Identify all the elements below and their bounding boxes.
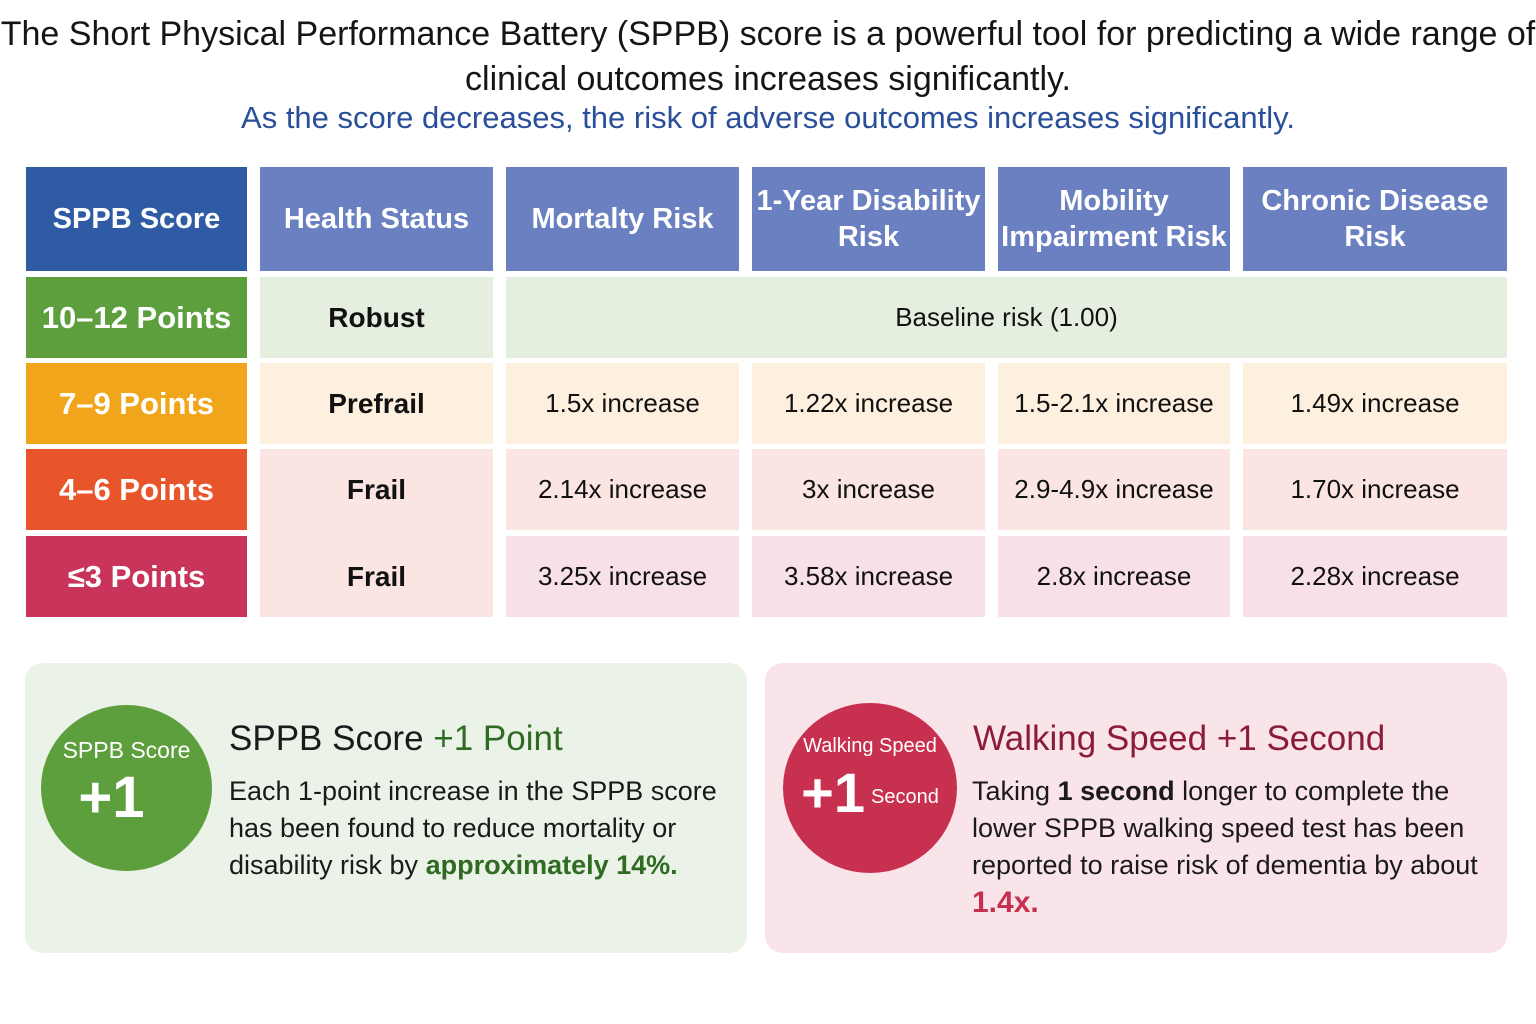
card-title-text: SPPB Score <box>229 719 434 758</box>
walking-speed-card: Walking Speed +1 Second Walking Speed +1… <box>765 663 1507 953</box>
risk-value-cell: 1.5x increase <box>506 363 739 444</box>
cell-text: 1.49x increase <box>1290 388 1460 418</box>
cell-text: 10–12 Points <box>41 299 232 335</box>
cell-text: 3.25x increase <box>537 561 708 591</box>
risk-value-cell: 2.8x increase <box>998 536 1230 617</box>
sppb-plus-one-badge: SPPB Score +1 <box>41 705 212 871</box>
card-body: Each 1-point increase in the SPPB score … <box>229 773 729 884</box>
cell-text: 3x increase <box>802 474 935 504</box>
risk-value-cell: 2.28x increase <box>1243 536 1507 617</box>
page-subtitle: As the score decreases, the risk of adve… <box>241 100 1295 135</box>
badge-value: +1 <box>78 765 145 830</box>
cell-text: 1.70x increase <box>1290 474 1460 504</box>
column-header: Chronic Disease Risk <box>1243 167 1507 271</box>
baseline-cell: Baseline risk (1.00) <box>506 277 1507 358</box>
status-cell: Frail <box>260 536 493 617</box>
cell-text: Frail <box>346 560 407 592</box>
cell-text: 2.14x increase <box>537 474 708 504</box>
risk-value-cell: 1.49x increase <box>1243 363 1507 444</box>
card-body-text: Taking <box>972 776 1058 806</box>
badge-unit: Second <box>871 786 939 808</box>
risk-value-cell: 3.25x increase <box>506 536 739 617</box>
cell-text: 2.8x increase <box>1036 561 1192 591</box>
walking-plus-one-badge: Walking Speed +1 Second <box>783 703 957 873</box>
cell-text: Robust <box>328 301 425 333</box>
cell-text: 3.58x increase <box>783 561 954 591</box>
frail-block <box>260 449 493 617</box>
cell-text: Mobility Impairment Risk <box>1001 185 1227 253</box>
cell-text: Mortalty Risk <box>531 203 714 235</box>
badge-value: +1 <box>801 761 865 824</box>
cell-text: Frail <box>346 473 407 505</box>
badge-label: SPPB Score <box>62 737 191 763</box>
cell-text: 4–6 Points <box>58 471 215 507</box>
cell-text: 1.5x increase <box>545 388 700 418</box>
score-cell: 7–9 Points <box>26 363 247 444</box>
card-body-text: Each 1-point increase in the SPPB score … <box>229 776 717 880</box>
cell-text: SPPB Score <box>52 203 221 235</box>
risk-value-cell: 3.58x increase <box>752 536 985 617</box>
card-body-bold: 1 second <box>1057 776 1175 806</box>
risk-value-cell: 1.22x increase <box>752 363 985 444</box>
card-body-highlight: 1.4x. <box>972 886 1039 919</box>
card-body-highlight: approximately 14%. <box>425 850 678 880</box>
risk-value-cell: 1.5-2.1x increase <box>998 363 1230 444</box>
column-header: Mortalty Risk <box>506 167 739 271</box>
status-cell: Frail <box>260 449 493 530</box>
cell-text: Health Status <box>283 203 470 235</box>
card-title: Walking Speed +1 Second <box>973 719 1386 758</box>
risk-value-cell: 1.70x increase <box>1243 449 1507 530</box>
card-body: Taking 1 second longer to complete the l… <box>972 773 1497 922</box>
cell-text: 1-Year Disability Risk <box>756 185 981 253</box>
cell-text: 1.22x increase <box>783 388 954 418</box>
column-header: Health Status <box>260 167 493 271</box>
column-header: SPPB Score <box>26 167 247 271</box>
cell-text: 2.9-4.9x increase <box>1014 474 1214 504</box>
card-body-text-2: longer to complete the lower SPPB walkin… <box>972 776 1478 880</box>
score-cell: ≤3 Points <box>26 536 247 617</box>
cell-text: Baseline risk (1.00) <box>895 302 1118 332</box>
column-header: Mobility Impairment Risk <box>998 167 1230 271</box>
sppb-score-card: SPPB Score +1 SPPB Score +1 Point Each 1… <box>25 663 747 953</box>
page-title: The Short Physical Performance Battery (… <box>0 15 1536 98</box>
cell-text: Chronic Disease Risk <box>1261 185 1489 253</box>
cell-text: 1.5-2.1x increase <box>1014 388 1214 418</box>
cell-text: ≤3 Points <box>67 558 206 594</box>
column-header: 1-Year Disability Risk <box>752 167 985 271</box>
risk-value-cell: 3x increase <box>752 449 985 530</box>
cell-text: Prefrail <box>328 387 425 419</box>
status-cell: Robust <box>260 277 493 358</box>
cell-text: 2.28x increase <box>1290 561 1460 591</box>
card-title-highlight: +1 Point <box>433 719 563 758</box>
status-cell: Prefrail <box>260 363 493 444</box>
score-cell: 4–6 Points <box>26 449 247 530</box>
risk-value-cell: 2.9-4.9x increase <box>998 449 1230 530</box>
score-cell: 10–12 Points <box>26 277 247 358</box>
badge-label: Walking Speed <box>803 735 937 757</box>
cell-text: 7–9 Points <box>58 385 215 421</box>
card-title: SPPB Score +1 Point <box>229 719 563 759</box>
risk-value-cell: 2.14x increase <box>506 449 739 530</box>
